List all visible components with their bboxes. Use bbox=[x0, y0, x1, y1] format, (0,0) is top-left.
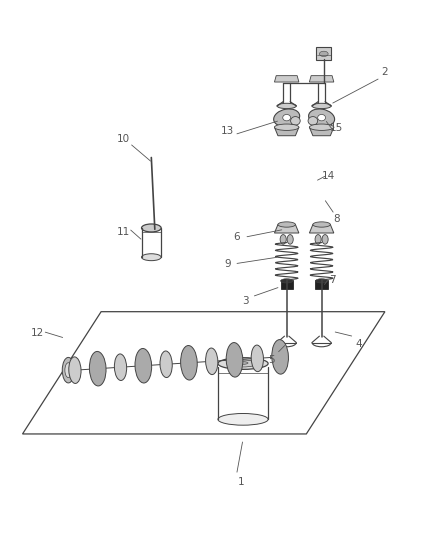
Text: 7: 7 bbox=[329, 275, 336, 285]
Ellipse shape bbox=[218, 358, 268, 369]
Ellipse shape bbox=[229, 360, 257, 367]
Text: 2: 2 bbox=[381, 68, 388, 77]
Text: 15: 15 bbox=[330, 123, 343, 133]
Ellipse shape bbox=[141, 254, 161, 261]
Ellipse shape bbox=[308, 117, 318, 125]
Ellipse shape bbox=[135, 349, 152, 383]
Text: 13: 13 bbox=[221, 126, 234, 136]
Ellipse shape bbox=[205, 348, 218, 375]
Ellipse shape bbox=[274, 109, 300, 126]
Ellipse shape bbox=[313, 222, 330, 227]
Ellipse shape bbox=[312, 103, 331, 109]
Ellipse shape bbox=[319, 51, 328, 56]
Text: 8: 8 bbox=[334, 214, 340, 224]
Ellipse shape bbox=[280, 235, 286, 244]
FancyBboxPatch shape bbox=[281, 280, 293, 289]
Ellipse shape bbox=[218, 414, 268, 425]
Polygon shape bbox=[275, 76, 299, 82]
Ellipse shape bbox=[318, 115, 325, 121]
Ellipse shape bbox=[281, 279, 293, 283]
Ellipse shape bbox=[275, 124, 299, 131]
Text: 4: 4 bbox=[355, 338, 362, 349]
Polygon shape bbox=[309, 76, 334, 82]
Text: 5: 5 bbox=[268, 354, 275, 365]
Ellipse shape bbox=[62, 358, 74, 383]
Polygon shape bbox=[275, 127, 299, 136]
Ellipse shape bbox=[287, 235, 293, 244]
Ellipse shape bbox=[69, 357, 81, 383]
Ellipse shape bbox=[315, 235, 321, 244]
Ellipse shape bbox=[277, 103, 296, 109]
Text: 3: 3 bbox=[242, 296, 248, 306]
Ellipse shape bbox=[309, 124, 334, 131]
Ellipse shape bbox=[278, 222, 295, 227]
Text: 12: 12 bbox=[31, 328, 44, 338]
Ellipse shape bbox=[65, 363, 72, 377]
Polygon shape bbox=[309, 127, 334, 136]
Text: 11: 11 bbox=[117, 227, 130, 237]
Ellipse shape bbox=[272, 340, 289, 374]
Text: 1: 1 bbox=[237, 477, 244, 487]
Ellipse shape bbox=[141, 224, 161, 232]
Ellipse shape bbox=[180, 345, 197, 380]
Ellipse shape bbox=[238, 362, 248, 365]
Text: 10: 10 bbox=[117, 134, 130, 144]
Ellipse shape bbox=[251, 345, 263, 372]
Ellipse shape bbox=[226, 343, 243, 377]
Text: 9: 9 bbox=[224, 259, 231, 269]
Ellipse shape bbox=[322, 235, 328, 244]
Ellipse shape bbox=[283, 115, 290, 121]
Ellipse shape bbox=[309, 109, 335, 126]
Ellipse shape bbox=[315, 279, 328, 283]
Ellipse shape bbox=[89, 351, 106, 386]
FancyBboxPatch shape bbox=[315, 280, 328, 289]
Text: 6: 6 bbox=[233, 232, 240, 243]
Polygon shape bbox=[275, 224, 299, 233]
FancyBboxPatch shape bbox=[316, 47, 331, 60]
Text: 14: 14 bbox=[321, 171, 335, 181]
Ellipse shape bbox=[290, 117, 300, 125]
Ellipse shape bbox=[114, 354, 127, 381]
Polygon shape bbox=[309, 224, 334, 233]
Ellipse shape bbox=[160, 351, 172, 377]
